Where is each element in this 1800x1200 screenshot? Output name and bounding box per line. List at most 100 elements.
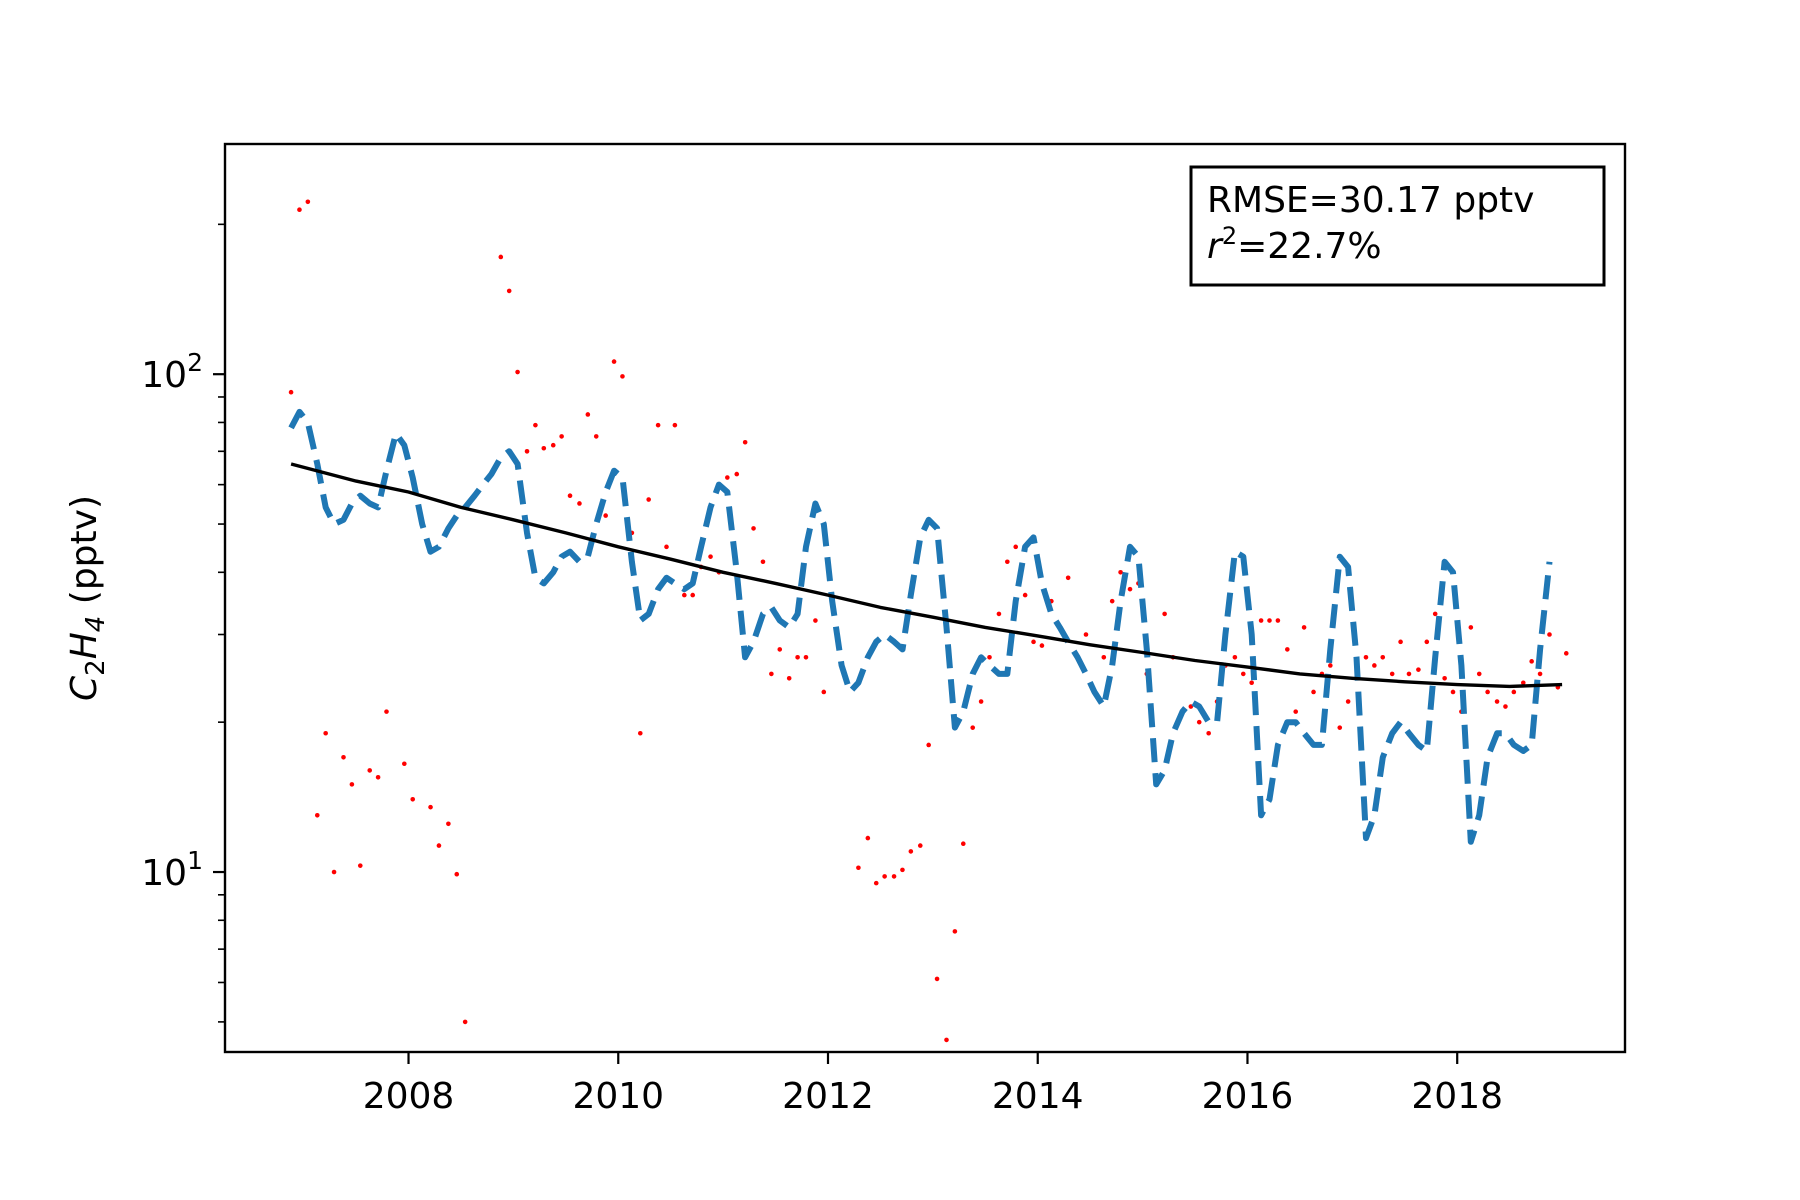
observation-point xyxy=(646,497,651,502)
x-tick-label: 2016 xyxy=(1202,1076,1294,1117)
observation-point xyxy=(1363,654,1369,660)
annotation-box xyxy=(1189,165,1606,287)
y-tick-label: 102 xyxy=(141,348,203,396)
observation-point xyxy=(1127,586,1133,592)
y-axis: 101 102 xyxy=(141,223,225,1023)
observation-point xyxy=(1083,632,1089,637)
observation-point xyxy=(603,513,608,518)
observation-point xyxy=(436,843,442,848)
observation-point xyxy=(856,865,861,871)
observation-point xyxy=(944,1037,949,1043)
observation-point xyxy=(1311,689,1316,695)
observation-point xyxy=(655,422,661,428)
observation-point xyxy=(1442,675,1447,681)
observation-point xyxy=(821,689,827,695)
observation-point xyxy=(1398,639,1403,645)
observation-point xyxy=(1468,625,1474,630)
observation-point xyxy=(1537,671,1543,677)
observation-point xyxy=(1285,647,1290,652)
observation-point xyxy=(288,389,294,395)
observation-point xyxy=(672,422,678,428)
observation-point xyxy=(891,874,897,879)
observation-point xyxy=(1389,671,1395,677)
plot-area xyxy=(288,199,1569,1043)
observation-point xyxy=(1005,559,1010,565)
observation-point xyxy=(1109,598,1115,604)
observation-point xyxy=(926,742,931,748)
observation-point xyxy=(795,654,800,660)
observation-point xyxy=(865,835,871,841)
observation-point xyxy=(1450,689,1456,695)
observation-point xyxy=(367,768,373,773)
observation-point xyxy=(803,654,809,660)
observation-point xyxy=(1432,611,1438,617)
observation-point xyxy=(1232,654,1238,660)
stats-annotation: RMSE=30.17 pptv r2=22.7% xyxy=(1189,165,1606,287)
observation-point xyxy=(1275,618,1281,623)
observation-point xyxy=(978,699,984,704)
y-axis-label: C2H4 (pptv) xyxy=(64,495,111,701)
observation-point xyxy=(934,976,940,982)
observation-point xyxy=(1416,667,1421,672)
observation-point xyxy=(1424,639,1430,645)
observation-point xyxy=(1258,618,1264,623)
observation-point xyxy=(742,439,748,445)
observation-point xyxy=(1345,699,1351,704)
observation-point xyxy=(323,730,328,736)
observation-point xyxy=(1406,671,1412,677)
observation-point xyxy=(1118,570,1123,575)
observation-point xyxy=(1485,689,1490,695)
x-tick-label: 2014 xyxy=(992,1076,1084,1117)
observation-point xyxy=(1162,611,1167,617)
observation-point xyxy=(882,874,887,879)
observation-point xyxy=(577,501,582,506)
observation-point xyxy=(813,618,818,623)
observation-point xyxy=(725,475,730,480)
observation-point xyxy=(541,445,547,451)
observation-point xyxy=(454,871,460,877)
observation-point xyxy=(1494,699,1500,704)
observation-point xyxy=(297,207,302,213)
observation-point xyxy=(1022,592,1028,598)
observation-point xyxy=(1267,618,1272,623)
observation-point xyxy=(1511,689,1517,695)
observation-point xyxy=(1196,719,1202,725)
observation-point xyxy=(1240,671,1246,677)
observation-point xyxy=(1372,663,1377,668)
observation-point xyxy=(498,254,504,260)
observation-point xyxy=(314,813,320,818)
observation-point xyxy=(1328,663,1333,668)
observation-point xyxy=(620,374,625,379)
observation-point xyxy=(1337,725,1343,730)
observation-point xyxy=(585,412,591,417)
observation-point xyxy=(384,709,389,714)
observation-point xyxy=(917,843,923,848)
observation-point xyxy=(873,880,879,886)
observation-point xyxy=(708,554,713,559)
observation-point xyxy=(1065,575,1071,581)
observation-point xyxy=(1293,709,1299,714)
axes-frame xyxy=(223,142,1627,1054)
observation-point xyxy=(1503,704,1508,709)
observation-point xyxy=(446,821,451,827)
observation-point xyxy=(515,369,520,375)
observation-point xyxy=(349,782,355,787)
x-tick-label: 2018 xyxy=(1411,1076,1503,1117)
observation-point xyxy=(1529,659,1534,664)
observation-point xyxy=(1301,625,1307,630)
observation-point xyxy=(786,675,792,681)
observation-point xyxy=(567,493,573,499)
observation-point xyxy=(637,730,643,736)
observation-point xyxy=(960,841,966,846)
trend-line xyxy=(290,462,1563,689)
observation-point xyxy=(1249,680,1254,686)
observation-point xyxy=(331,869,337,875)
observation-point xyxy=(908,849,914,854)
observation-point xyxy=(1013,544,1019,550)
observation-point xyxy=(996,611,1002,617)
observation-point xyxy=(987,654,992,660)
observation-point xyxy=(524,449,530,454)
x-tick-label: 2010 xyxy=(572,1076,664,1117)
observation-point xyxy=(777,647,783,652)
observation-point xyxy=(970,725,976,730)
